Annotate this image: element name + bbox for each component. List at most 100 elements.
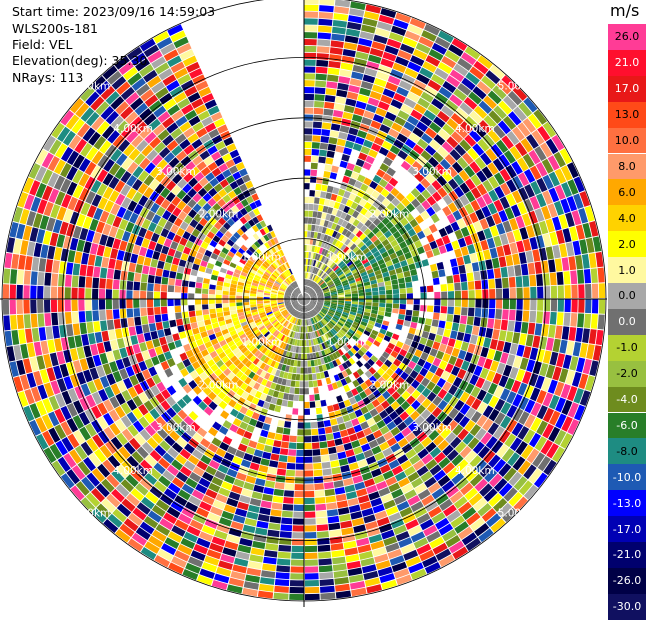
range-label: 2.00km bbox=[199, 379, 239, 391]
velocity-cell bbox=[546, 338, 554, 351]
velocity-cell bbox=[202, 299, 208, 304]
velocity-cell bbox=[140, 308, 147, 316]
velocity-cell bbox=[58, 287, 64, 299]
velocity-cell bbox=[318, 552, 331, 559]
velocity-cell bbox=[300, 374, 304, 380]
velocity-cell bbox=[292, 408, 298, 414]
velocity-cell bbox=[135, 325, 142, 334]
velocity-cell bbox=[58, 312, 65, 324]
velocity-cell bbox=[501, 267, 508, 278]
velocity-cell bbox=[304, 361, 307, 367]
velocity-cell bbox=[309, 395, 314, 401]
velocity-cell bbox=[265, 543, 278, 551]
velocity-cell bbox=[272, 502, 283, 509]
velocity-cell bbox=[216, 308, 223, 313]
velocity-cell bbox=[326, 81, 337, 88]
velocity-cell bbox=[299, 388, 304, 394]
velocity-cell bbox=[216, 295, 222, 299]
velocity-cell bbox=[485, 259, 493, 269]
velocity-cell bbox=[321, 185, 328, 192]
velocity-cell bbox=[196, 310, 203, 316]
velocity-cell bbox=[51, 300, 57, 312]
velocity-cell bbox=[209, 294, 215, 299]
velocity-cell bbox=[73, 263, 80, 275]
velocity-cell bbox=[182, 280, 189, 287]
velocity-cell bbox=[329, 137, 338, 144]
velocity-cell bbox=[326, 433, 334, 440]
velocity-cell bbox=[432, 341, 440, 350]
velocity-cell bbox=[441, 284, 448, 291]
velocity-cell bbox=[286, 470, 295, 477]
velocity-cell bbox=[562, 257, 570, 271]
velocity-cell bbox=[90, 243, 98, 255]
velocity-cell bbox=[195, 288, 201, 294]
velocity-cell bbox=[58, 274, 65, 286]
velocity-cell bbox=[290, 580, 304, 586]
velocity-cell bbox=[335, 0, 350, 7]
velocity-cell bbox=[230, 306, 236, 310]
velocity-cell bbox=[259, 584, 274, 592]
velocity-cell bbox=[283, 393, 289, 400]
velocity-cell bbox=[461, 307, 468, 315]
velocity-cell bbox=[399, 283, 406, 289]
velocity-cell bbox=[305, 559, 318, 565]
velocity-cell bbox=[438, 269, 445, 277]
velocity-cell bbox=[559, 244, 567, 258]
velocity-cell bbox=[304, 0, 319, 4]
velocity-cell bbox=[51, 313, 58, 326]
velocity-cell bbox=[189, 311, 196, 317]
colorbar-label: 2.0 bbox=[618, 238, 636, 251]
velocity-cell bbox=[41, 341, 49, 355]
velocity-cell bbox=[321, 136, 330, 143]
colorbar-cell: 4.0 bbox=[608, 205, 646, 231]
velocity-cell bbox=[318, 19, 332, 26]
velocity-cell bbox=[339, 69, 351, 77]
velocity-cell bbox=[270, 454, 279, 461]
velocity-cell bbox=[73, 323, 80, 335]
velocity-cell bbox=[179, 331, 187, 339]
velocity-cell bbox=[189, 281, 196, 287]
velocity-cell bbox=[317, 46, 330, 53]
velocity-cell bbox=[591, 268, 598, 283]
velocity-cell bbox=[304, 101, 314, 107]
range-label: 3.00km bbox=[412, 422, 452, 434]
velocity-cell bbox=[336, 416, 344, 424]
velocity-cell bbox=[455, 299, 461, 307]
velocity-cell bbox=[514, 321, 521, 332]
velocity-cell bbox=[171, 264, 178, 272]
velocity-cell bbox=[505, 255, 513, 266]
velocity-cell bbox=[352, 296, 358, 299]
velocity-cell bbox=[10, 300, 16, 314]
velocity-cell bbox=[304, 18, 318, 24]
velocity-cell bbox=[54, 247, 62, 260]
velocity-cell bbox=[454, 283, 461, 291]
velocity-cell bbox=[31, 271, 38, 285]
velocity-cell bbox=[274, 586, 289, 593]
velocity-cell bbox=[348, 127, 358, 135]
velocity-cell bbox=[304, 347, 307, 353]
velocity-cell bbox=[281, 441, 289, 448]
velocity-cell bbox=[329, 453, 338, 460]
velocity-cell bbox=[584, 269, 591, 283]
velocity-cell bbox=[256, 443, 265, 451]
velocity-cell bbox=[115, 329, 123, 339]
velocity-cell bbox=[304, 429, 311, 435]
velocity-cell bbox=[461, 282, 468, 290]
velocity-cell bbox=[93, 267, 100, 278]
velocity-cell bbox=[313, 122, 322, 129]
velocity-cell bbox=[349, 462, 359, 470]
velocity-cell bbox=[596, 252, 604, 267]
velocity-cell bbox=[315, 191, 321, 198]
velocity-cell bbox=[17, 315, 24, 329]
velocity-cell bbox=[315, 401, 321, 408]
colorbar-cell: -17.0 bbox=[608, 516, 646, 542]
velocity-cell bbox=[292, 532, 304, 538]
velocity-cell bbox=[324, 420, 331, 427]
velocity-cell bbox=[140, 291, 146, 299]
velocity-cell bbox=[391, 279, 398, 285]
velocity-cell bbox=[184, 324, 191, 331]
velocity-cell bbox=[372, 303, 378, 307]
velocity-cell bbox=[222, 299, 228, 303]
velocity-cell bbox=[174, 340, 182, 348]
velocity-cell bbox=[34, 243, 42, 257]
